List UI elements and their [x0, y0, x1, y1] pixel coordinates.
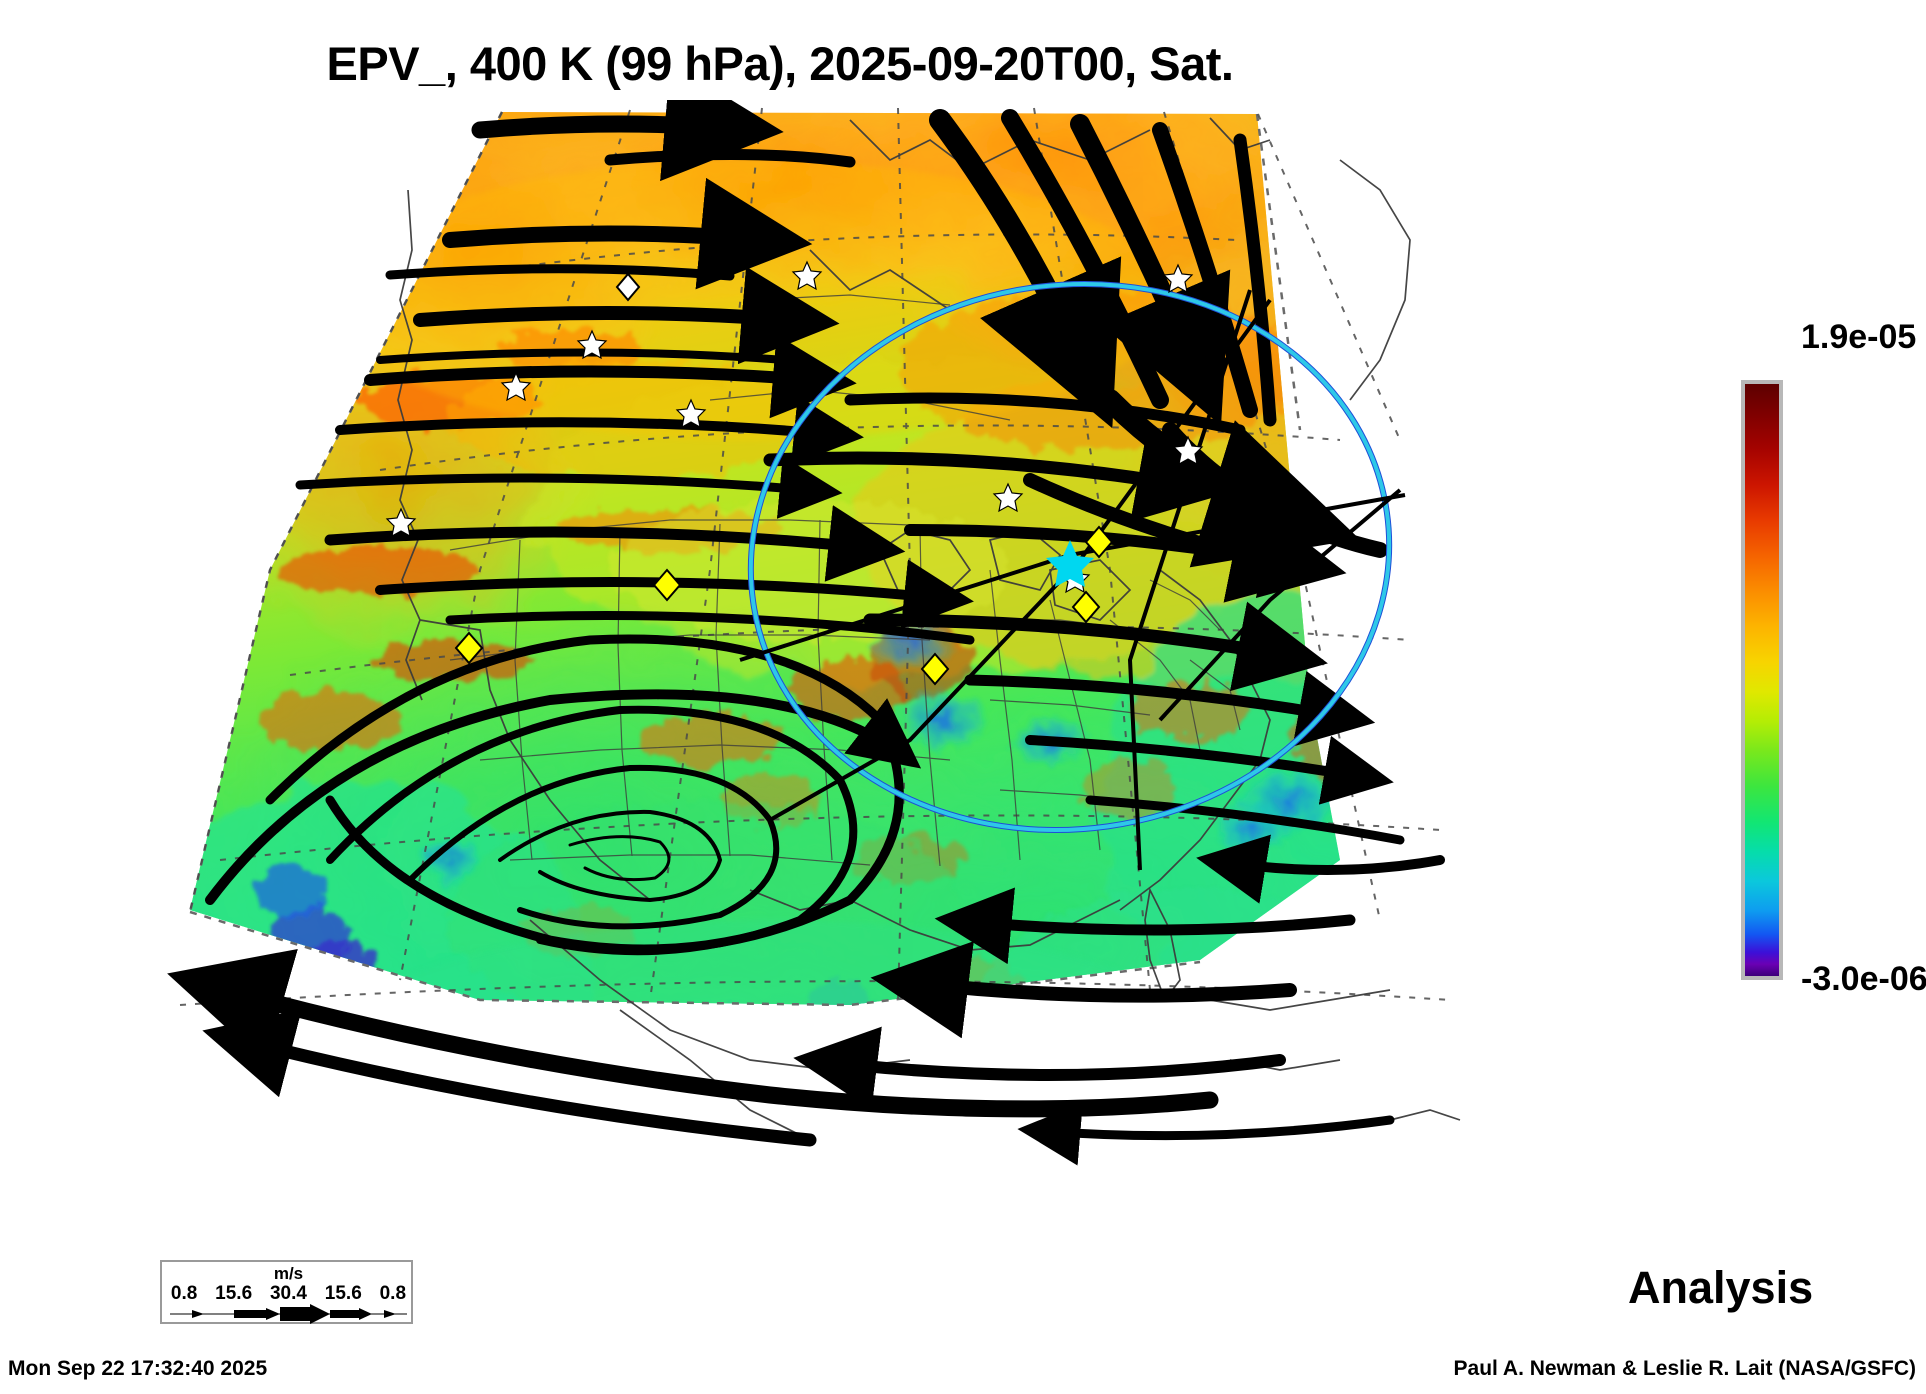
- yellow-diamond-markers[interactable]: [454, 525, 1114, 686]
- page-title: EPV_, 400 K (99 hPa), 2025-09-20T00, Sat…: [326, 37, 1234, 90]
- wind-legend-unit: m/s: [273, 1264, 304, 1283]
- generation-timestamp: Mon Sep 22 17:32:40 2025: [8, 1357, 268, 1380]
- analysis-label: Analysis: [1628, 1262, 1814, 1313]
- wind-tick-4: 0.8: [379, 1283, 407, 1304]
- cyan-star-marker[interactable]: [1046, 540, 1094, 587]
- wind-tick-3: 15.6: [324, 1283, 362, 1304]
- wind-streamlines-layer: [167, 100, 1445, 1166]
- author-credit: Paul A. Newman & Leslie R. Lait (NASA/GS…: [1453, 1357, 1916, 1380]
- wind-speed-legend: m/s 0.8 15.6 30.4 15.6 0.8: [160, 1260, 413, 1324]
- station-markers-layer[interactable]: [385, 260, 1204, 686]
- map-panel[interactable]: [150, 100, 1470, 1260]
- wind-legend-ticks: 0.8 15.6 30.4 15.6 0.8: [162, 1283, 415, 1304]
- wind-tick-1: 15.6: [215, 1283, 253, 1304]
- wind-tick-0: 0.8: [170, 1283, 198, 1304]
- colorbar: 1.9e-05 -3.0e-06: [1735, 318, 1926, 998]
- wind-legend-arrow-scale: [170, 1304, 407, 1324]
- map-figure[interactable]: [150, 100, 1470, 1260]
- colorbar-min-label: -3.0e-06: [1801, 960, 1926, 998]
- colorbar-gradient: [1745, 384, 1779, 976]
- white-diamond-marker[interactable]: [615, 272, 641, 302]
- range-ring: [747, 280, 1393, 834]
- colorbar-max-label: 1.9e-05: [1801, 318, 1917, 356]
- wind-tick-2: 30.4: [269, 1283, 307, 1304]
